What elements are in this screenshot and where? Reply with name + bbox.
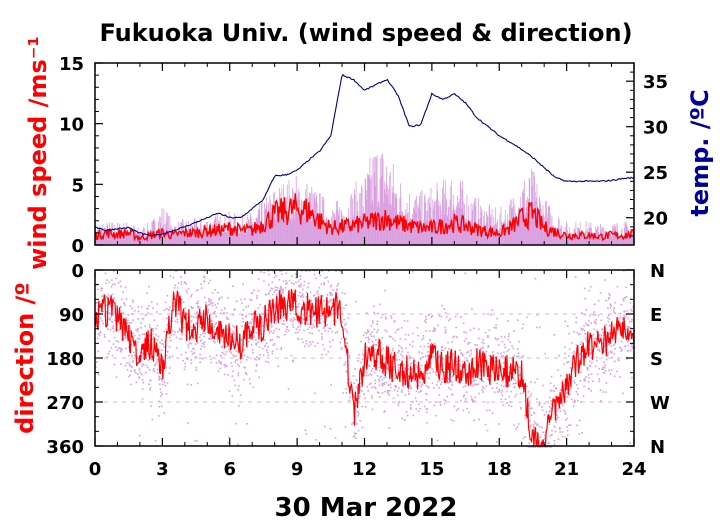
chart-title: Fukuoka Univ. (wind speed & direction) xyxy=(99,19,632,47)
top-panel-frame xyxy=(94,62,635,246)
x-tick-label: 15 xyxy=(419,459,444,480)
temperature-tick-label: 25 xyxy=(643,163,668,184)
direction-axis-label: direction /º xyxy=(11,282,39,434)
wind-speed-axis-label: wind speed /ms⁻¹ xyxy=(24,36,52,270)
bottom-panel-frame xyxy=(94,269,635,447)
direction-tick-label: 0 xyxy=(71,261,84,282)
wind-direction-panel xyxy=(94,269,636,449)
direction-scatter-points xyxy=(95,270,636,448)
direction-tick-label: 270 xyxy=(46,393,84,414)
wind-speed-tick-label: 5 xyxy=(71,175,84,196)
compass-tick-label: S xyxy=(650,349,663,370)
x-tick-label: 9 xyxy=(291,459,304,480)
x-tick-label: 12 xyxy=(352,459,377,480)
wind-speed-panel xyxy=(94,62,635,246)
x-tick-label: 3 xyxy=(156,459,169,480)
x-tick-label: 6 xyxy=(223,459,236,480)
temperature-line xyxy=(95,73,635,237)
compass-tick-label: N xyxy=(650,261,665,282)
temperature-tick-label: 30 xyxy=(643,118,668,139)
date-label: 30 Mar 2022 xyxy=(275,493,458,523)
temperature-tick-label: 20 xyxy=(643,209,668,230)
direction-tick-label: 360 xyxy=(46,437,84,458)
wind-direction-line xyxy=(94,288,635,449)
temperature-tick-label: 35 xyxy=(643,72,668,93)
wind-speed-line xyxy=(94,193,635,243)
direction-tick-label: 180 xyxy=(46,349,84,370)
x-tick-label: 24 xyxy=(621,459,646,480)
x-tick-label: 21 xyxy=(554,459,579,480)
compass-tick-label: N xyxy=(650,437,665,458)
wind-speed-tick-label: 0 xyxy=(71,236,84,257)
wind-speed-tick-label: 10 xyxy=(59,115,84,136)
compass-tick-label: W xyxy=(650,393,670,414)
wind-speed-tick-label: 15 xyxy=(59,54,84,75)
x-tick-label: 0 xyxy=(89,459,102,480)
compass-tick-label: E xyxy=(650,305,662,326)
temperature-axis-label: temp. /ºC xyxy=(686,89,714,216)
x-tick-label: 18 xyxy=(487,459,512,480)
direction-tick-label: 90 xyxy=(59,305,84,326)
